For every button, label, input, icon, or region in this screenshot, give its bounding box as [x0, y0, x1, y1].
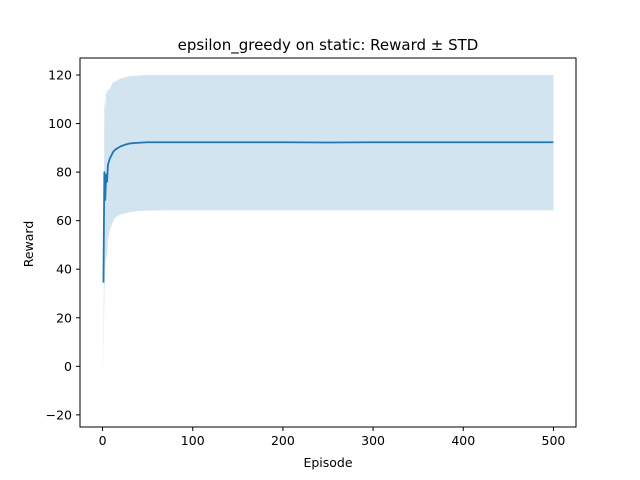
x-tick-label: 300: [361, 433, 385, 448]
chart-title: epsilon_greedy on static: Reward ± STD: [178, 36, 479, 55]
x-tick-label: 500: [542, 433, 566, 448]
std-band-layer: [103, 74, 554, 386]
y-tick-label: 120: [48, 67, 72, 82]
y-axis-label: Reward: [21, 221, 36, 268]
y-tick-label: −20: [46, 407, 72, 422]
y-tick-label: 20: [56, 310, 72, 325]
y-tick-label: 60: [56, 213, 72, 228]
x-axis-label: Episode: [303, 455, 352, 470]
y-tick-label: 0: [64, 359, 72, 374]
plot-frame: [79, 57, 577, 428]
x-tick-label: 200: [271, 433, 295, 448]
x-tick-label: 400: [451, 433, 475, 448]
x-tick-label: 100: [181, 433, 205, 448]
mean-line-layer: [102, 141, 554, 283]
y-axis-ticks: −20 0 20 40 60 80 100 120: [46, 67, 80, 422]
std-band: [103, 74, 554, 386]
x-tick-label: 0: [99, 433, 107, 448]
y-tick-label: 100: [48, 116, 72, 131]
mean-reward-line: [102, 141, 554, 283]
y-tick-label: 80: [56, 165, 72, 180]
y-tick-label: 40: [56, 262, 72, 277]
x-axis-ticks: 0 100 200 300 400 500: [99, 427, 566, 448]
